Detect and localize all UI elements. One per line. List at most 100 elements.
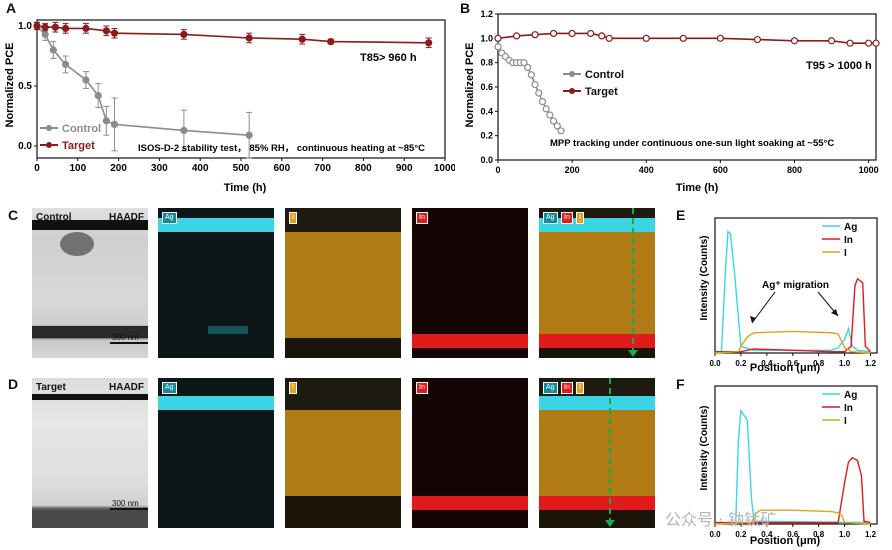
x-tick-label: 0.0 bbox=[709, 359, 721, 368]
control-scale-label: 300 nm bbox=[112, 333, 139, 342]
target-in-tag: In bbox=[416, 382, 428, 394]
data-point-control bbox=[245, 131, 253, 139]
y-tick-label: 0.6 bbox=[480, 82, 493, 92]
plot-frame bbox=[714, 385, 878, 525]
chart-f-ylabel: Intensity (Counts) bbox=[699, 406, 710, 491]
data-point-target bbox=[587, 29, 595, 38]
target-scale-label: 300 nm bbox=[112, 499, 139, 508]
chart-a-legend: Control Target bbox=[40, 123, 101, 152]
series-line-ag bbox=[715, 408, 871, 524]
data-point-target bbox=[61, 24, 70, 32]
control-i-tag: I bbox=[289, 212, 297, 224]
target-scale-bar bbox=[110, 508, 148, 510]
target-ag-map: Ag bbox=[158, 378, 274, 528]
data-point-control bbox=[49, 46, 57, 54]
data-point-target bbox=[872, 39, 880, 47]
legend-label-in: In bbox=[844, 403, 853, 414]
x-tick-label: 500 bbox=[233, 163, 250, 174]
data-point-target bbox=[827, 37, 836, 45]
target-overlay-map: Ag In I bbox=[539, 378, 655, 528]
x-tick-label: 300 bbox=[151, 163, 168, 174]
panel-label-e: E bbox=[676, 207, 686, 223]
data-point-target bbox=[425, 39, 433, 47]
x-tick-label: 1000 bbox=[859, 165, 879, 175]
y-tick-label: 0.2 bbox=[480, 131, 493, 141]
chart-a-ylabel: Normalized PCE bbox=[4, 43, 16, 128]
control-in-tag: In bbox=[416, 212, 428, 224]
legend-label-i: I bbox=[844, 248, 847, 259]
x-tick-label: 1.2 bbox=[865, 359, 877, 368]
data-point-control bbox=[524, 63, 532, 72]
x-tick-label: 400 bbox=[639, 165, 654, 175]
target-overlay-i-tag: I bbox=[576, 382, 584, 394]
x-tick-label: 900 bbox=[396, 163, 413, 174]
panel-label-d: D bbox=[8, 376, 19, 392]
x-tick-label: 0.6 bbox=[787, 530, 799, 539]
data-point-target bbox=[298, 35, 306, 43]
data-point-target bbox=[846, 39, 854, 47]
series-line-i bbox=[714, 509, 871, 525]
chart-b-legend-control: Control bbox=[585, 69, 624, 81]
chart-b-annotation: T95 > 1000 h bbox=[806, 60, 872, 72]
y-tick-label: 0.0 bbox=[480, 155, 493, 165]
target-in-map: In bbox=[412, 378, 528, 528]
target-overlay-ag-tag: Ag bbox=[543, 382, 558, 394]
chart-e-xlabel: Position (μm) bbox=[750, 362, 821, 374]
chart-a-caption: ISOS-D-2 stability test， 85% RH， continu… bbox=[138, 143, 425, 154]
y-tick-label: 0.0 bbox=[18, 141, 32, 152]
x-tick-label: 800 bbox=[355, 163, 372, 174]
data-point-target bbox=[598, 32, 606, 40]
chart-f-xlabel: Position (μm) bbox=[750, 535, 821, 547]
y-tick-label: 1.0 bbox=[18, 21, 32, 32]
series-line-target bbox=[36, 25, 429, 44]
control-overlay-ag-tag: Ag bbox=[543, 212, 558, 224]
x-tick-label: 0.2 bbox=[735, 359, 747, 368]
x-tick-label: 0.6 bbox=[787, 359, 799, 368]
chart-b-caption: MPP tracking under continuous one-sun li… bbox=[550, 138, 834, 149]
data-point-target bbox=[568, 29, 576, 38]
data-point-control bbox=[82, 76, 90, 84]
series-line-in bbox=[715, 456, 871, 524]
x-tick-label: 0.4 bbox=[761, 359, 773, 368]
series-line-control bbox=[36, 25, 250, 136]
x-tick-label: 200 bbox=[565, 165, 580, 175]
panel-label-c: C bbox=[8, 207, 19, 223]
chart-a-legend-control: Control bbox=[62, 123, 101, 135]
data-point-target bbox=[327, 37, 335, 46]
plot-frame bbox=[714, 217, 878, 354]
panel-label-a: A bbox=[6, 0, 17, 16]
x-tick-label: 0.0 bbox=[709, 530, 721, 539]
data-point-target bbox=[753, 35, 762, 44]
target-i-map: I bbox=[285, 378, 401, 528]
control-overlay-map: Ag In I bbox=[539, 208, 655, 358]
legend-label-i: I bbox=[844, 416, 847, 427]
chart-b-xlabel: Time (h) bbox=[676, 182, 719, 194]
control-haadf-label: HAADF bbox=[109, 212, 144, 223]
x-tick-label: 700 bbox=[314, 163, 331, 174]
series-line-i bbox=[714, 330, 871, 354]
chart-f: 0.0 0.2 0.4 0.6 0.8 1.0 1.2 Ag In I Position (μm)… bbox=[699, 385, 878, 547]
data-point-control bbox=[102, 117, 110, 125]
x-tick-label: 600 bbox=[713, 165, 728, 175]
legend-label-ag: Ag bbox=[844, 222, 857, 233]
data-point-target bbox=[245, 34, 253, 42]
data-point-control bbox=[542, 105, 550, 113]
control-line-scan-arrow bbox=[632, 208, 634, 354]
data-point-target bbox=[864, 39, 873, 47]
data-point-target bbox=[82, 24, 90, 32]
target-haadf-image: Target HAADF 300 nm bbox=[32, 378, 148, 528]
legend-label-in: In bbox=[844, 235, 853, 246]
data-point-target bbox=[102, 27, 110, 35]
data-point-target bbox=[180, 30, 188, 39]
control-scale-bar bbox=[110, 342, 148, 344]
chart-a: 0 100 200 300 400 500 600 700 800 900 1000 0.0 0.5 1.… bbox=[4, 19, 455, 194]
data-point-control bbox=[61, 60, 70, 69]
data-point-target bbox=[716, 34, 724, 42]
legend-label-ag: Ag bbox=[844, 390, 857, 401]
data-point-target bbox=[790, 37, 799, 45]
control-i-map: I bbox=[285, 208, 401, 358]
data-point-target bbox=[549, 29, 558, 38]
control-ag-tag: Ag bbox=[162, 212, 177, 224]
chart-b-ylabel: Normalized PCE bbox=[464, 43, 476, 128]
chart-a-legend-target: Target bbox=[62, 140, 95, 152]
